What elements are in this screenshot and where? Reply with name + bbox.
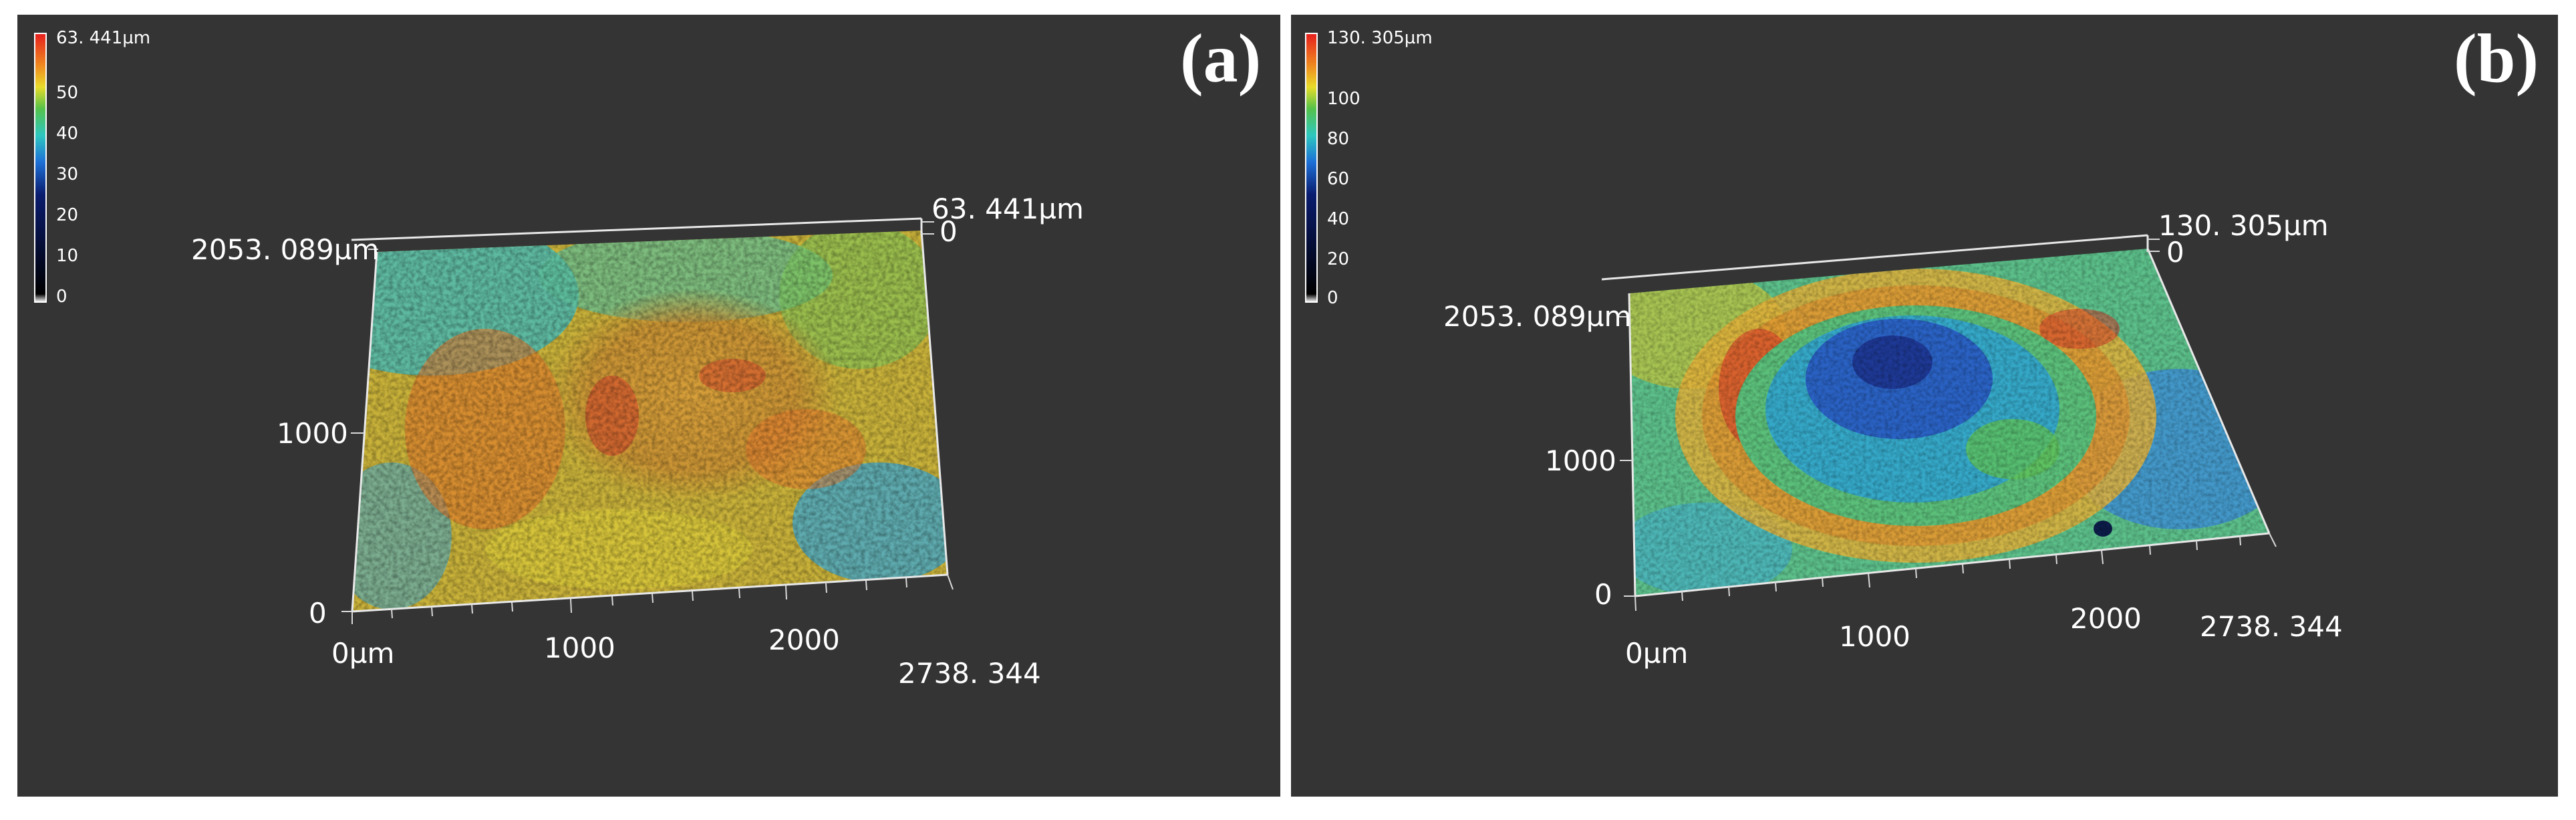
surface-map <box>1629 249 2269 596</box>
z-axis-max-label: 130. 305µm <box>2158 209 2329 242</box>
colorbar-tick: 50 <box>56 83 78 103</box>
colorbar-gradient <box>34 33 47 303</box>
panel-label: (a) <box>1180 20 1261 97</box>
x-axis-1000-label: 1000 <box>544 632 615 664</box>
x-axis-zero-label: 0µm <box>331 637 394 670</box>
colorbar-max-label: 130. 305µm <box>1327 28 1433 48</box>
panel-b-plot: 130. 305µm 100 80 60 40 20 0 (b) <box>1305 20 2539 670</box>
colorbar-tick: 60 <box>1327 169 1349 189</box>
axis-frame <box>341 217 954 624</box>
panel-a-plot: 63. 441µm 50 40 30 20 10 0 (a) <box>34 20 1261 690</box>
y-axis-zero-label: 0 <box>1594 578 1612 611</box>
surface-map <box>352 231 948 611</box>
axis-frame <box>1601 234 2277 611</box>
colorbar-max-label: 63. 441µm <box>56 28 150 48</box>
x-axis-zero-label: 0µm <box>1625 637 1688 670</box>
y-axis-max-label: 2053. 089µm <box>1443 300 1631 333</box>
x-axis-2000-label: 2000 <box>2070 602 2142 635</box>
colorbar-tick: 30 <box>56 164 78 184</box>
z-axis-zero-label: 0 <box>940 215 958 248</box>
panel-b: 130. 305µm 100 80 60 40 20 0 (b) <box>1291 15 2558 797</box>
z-axis-zero-label: 0 <box>2166 236 2184 269</box>
panel-label: (b) <box>2454 20 2539 97</box>
x-axis-2000-label: 2000 <box>768 624 840 656</box>
colorbar: 63. 441µm 50 40 30 20 10 0 <box>34 28 150 307</box>
y-axis-mid-label: 1000 <box>277 417 348 450</box>
panel-a: 63. 441µm 50 40 30 20 10 0 (a) <box>17 15 1280 797</box>
colorbar-tick: 20 <box>56 205 78 225</box>
colorbar-tick: 0 <box>56 287 67 307</box>
colorbar-tick: 100 <box>1327 89 1361 109</box>
colorbar-tick: 10 <box>56 246 78 266</box>
colorbar-tick: 40 <box>1327 209 1349 229</box>
colorbar: 130. 305µm 100 80 60 40 20 0 <box>1305 28 1433 308</box>
x-axis-max-label: 2738. 344 <box>2200 610 2343 643</box>
x-axis-max-label: 2738. 344 <box>898 657 1041 690</box>
y-axis-max-label: 2053. 089µm <box>191 233 379 266</box>
z-axis-max-label: 63. 441µm <box>932 192 1084 225</box>
y-axis-mid-label: 1000 <box>1545 444 1616 477</box>
y-axis-zero-label: 0 <box>309 597 327 630</box>
colorbar-tick: 80 <box>1327 129 1349 149</box>
x-axis-1000-label: 1000 <box>1839 620 1910 653</box>
colorbar-tick: 0 <box>1327 288 1338 308</box>
colorbar-gradient <box>1305 33 1318 303</box>
colorbar-tick: 40 <box>56 124 78 144</box>
colorbar-tick: 20 <box>1327 249 1349 269</box>
